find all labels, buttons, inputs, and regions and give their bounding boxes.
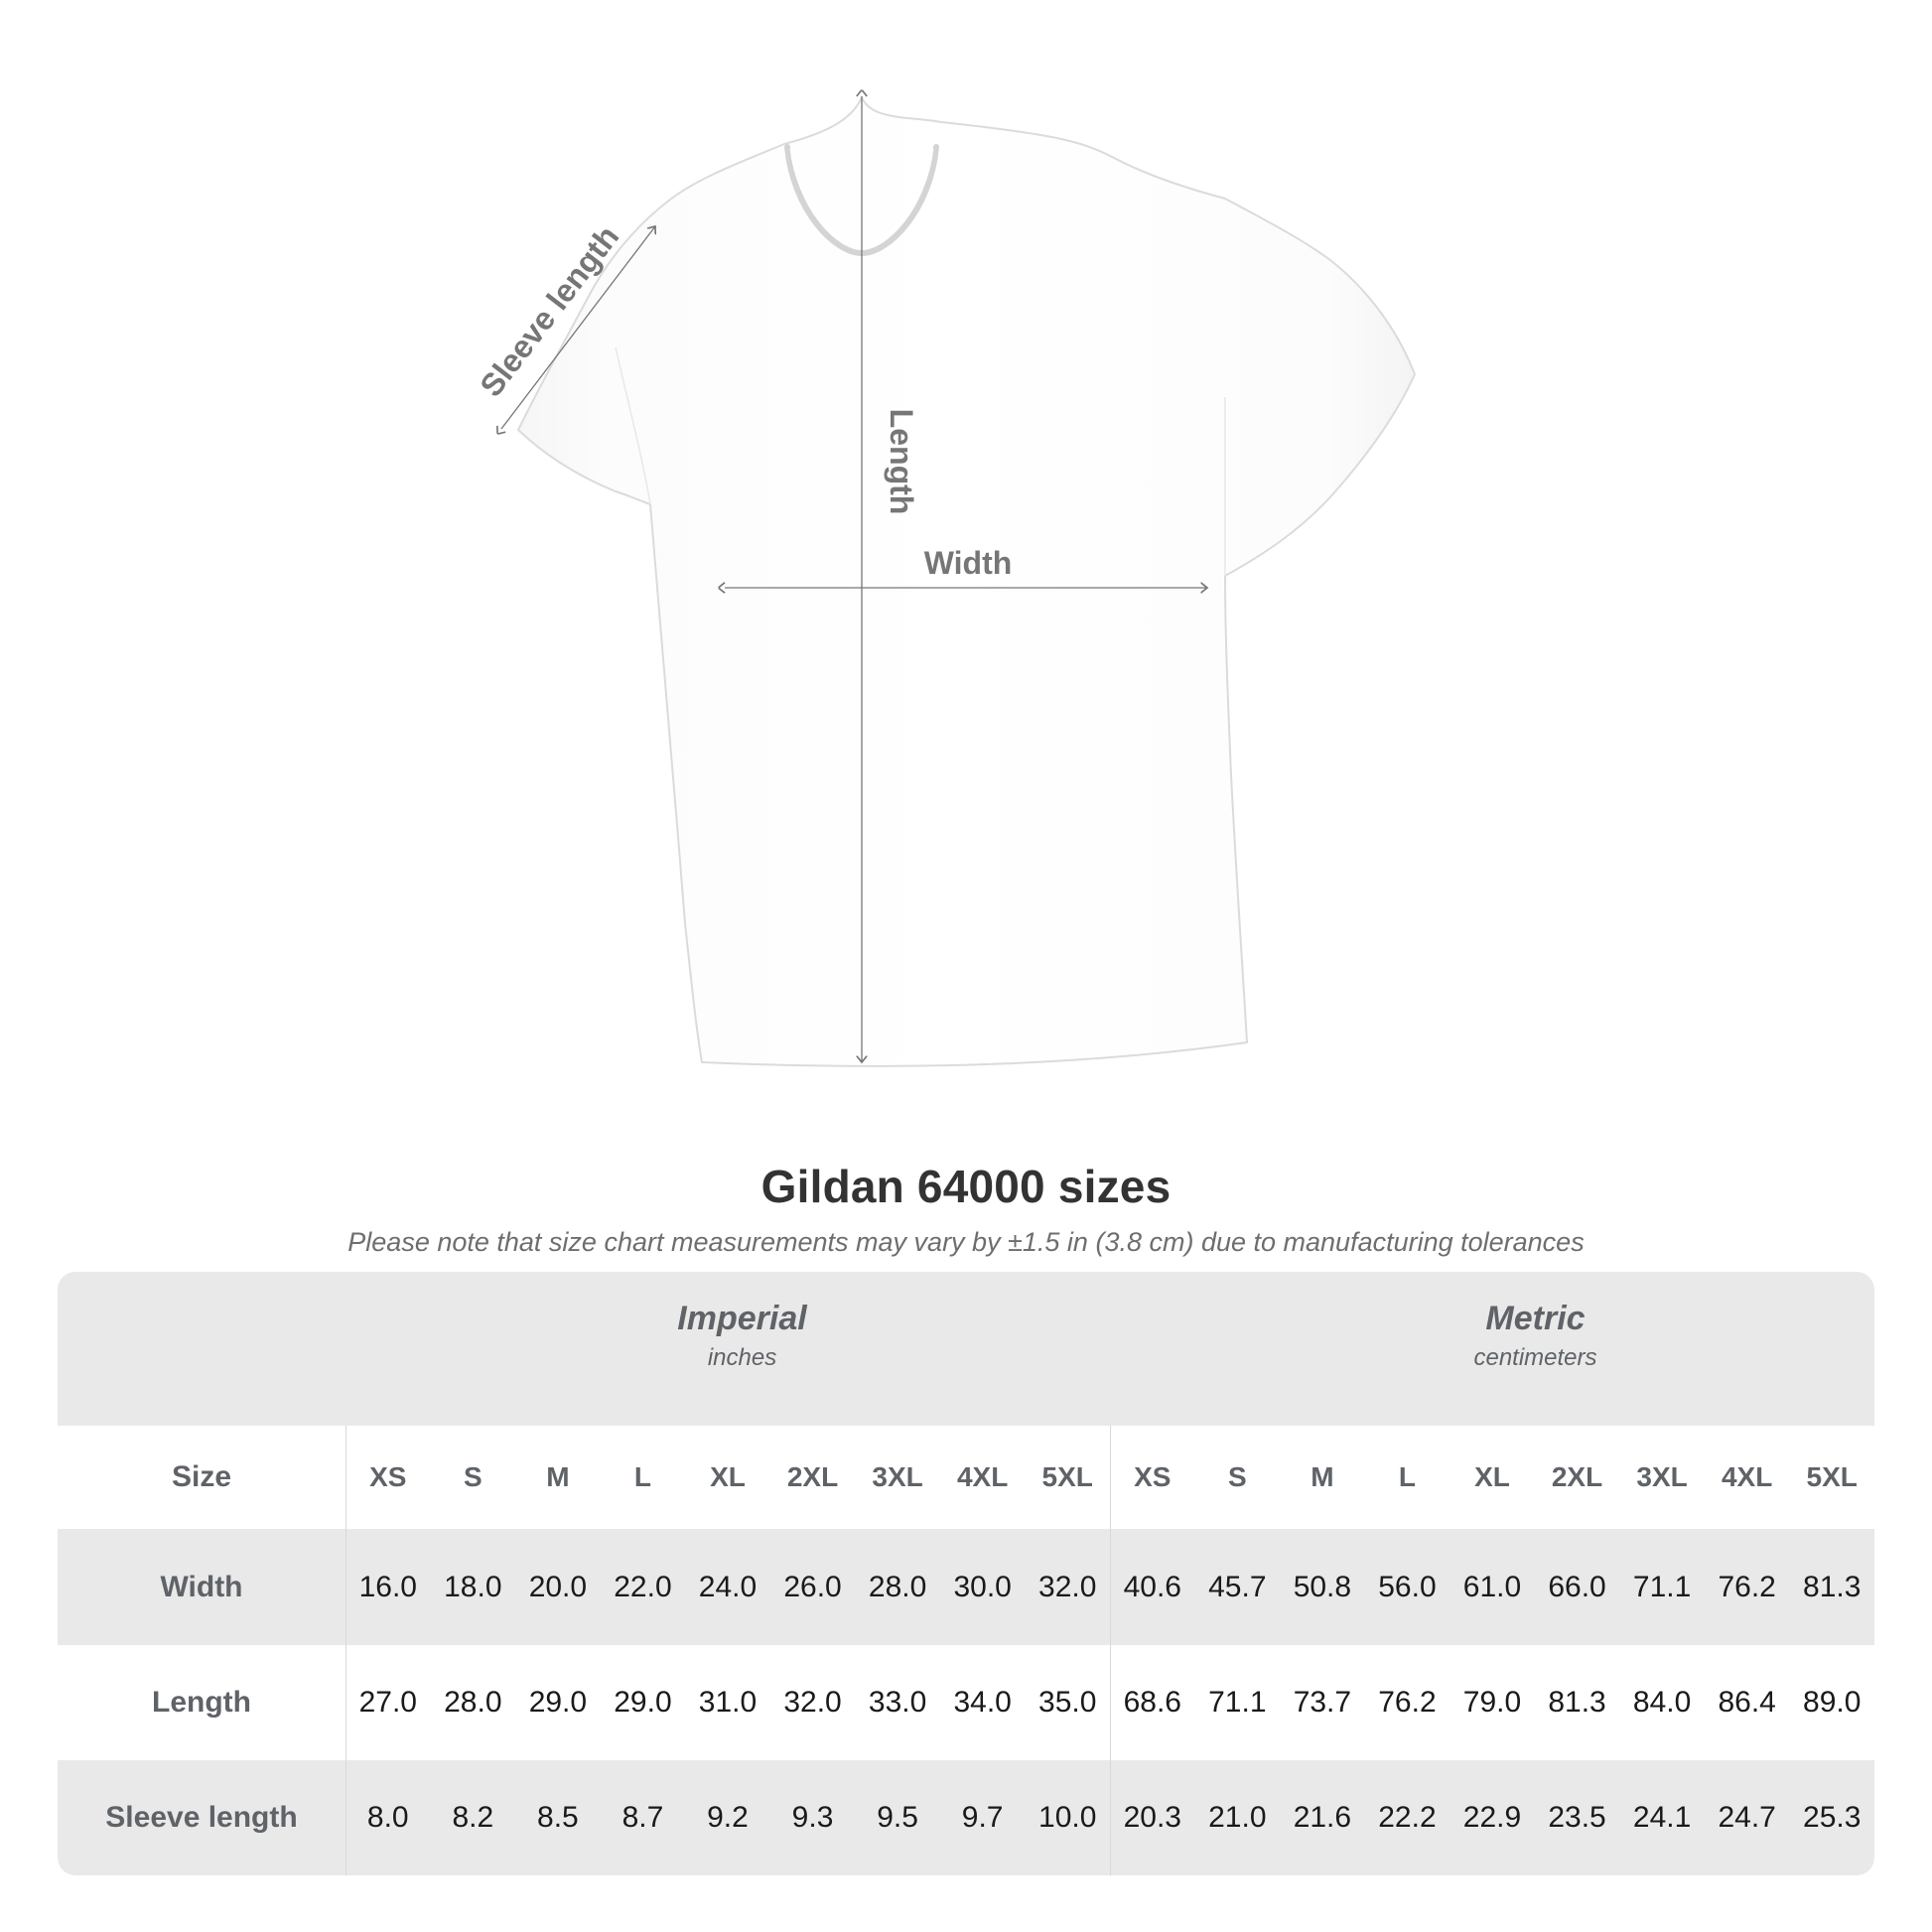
svg-text:Length: Length xyxy=(884,409,919,515)
svg-text:Width: Width xyxy=(924,545,1013,581)
